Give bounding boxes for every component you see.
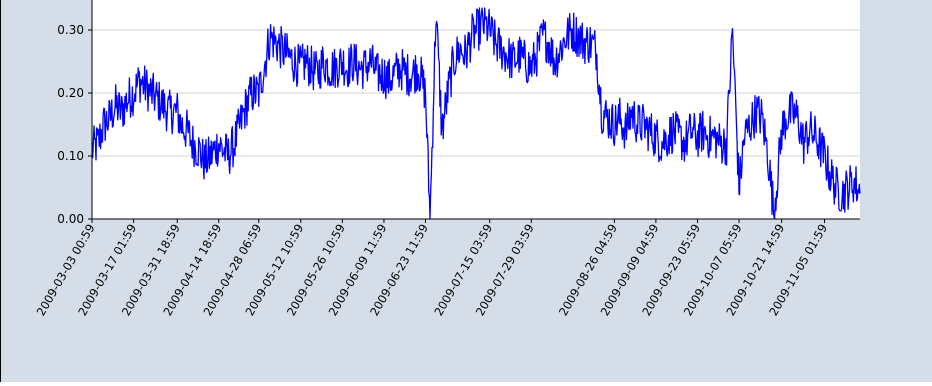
axes <box>0 0 860 382</box>
y-tick-label: 0.20 <box>57 86 84 100</box>
y-tick-label: 0.00 <box>57 212 84 226</box>
y-tick-labels: 0.00 0.10 0.20 0.30 <box>57 23 84 226</box>
y-tick-label: 0.10 <box>57 149 84 163</box>
y-tick-label: 0.30 <box>57 23 84 37</box>
series-layer <box>91 7 861 220</box>
series-line <box>91 7 861 220</box>
